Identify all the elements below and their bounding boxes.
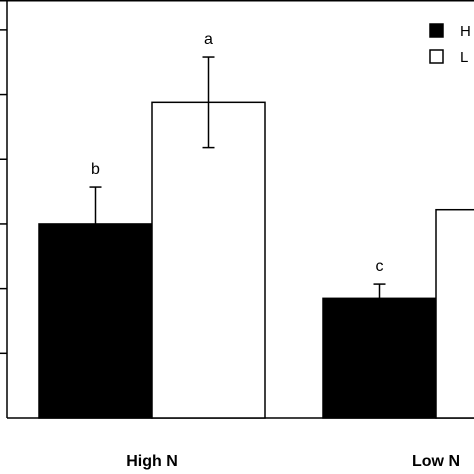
category-label: High N <box>126 453 178 470</box>
legend-label: L <box>460 49 468 66</box>
bar-l-low-n <box>435 208 474 419</box>
significance-label: b <box>91 161 100 178</box>
legend: HL <box>429 23 471 66</box>
legend-swatch <box>429 23 444 38</box>
significance-label: c <box>376 258 384 275</box>
category-label: Low N <box>412 453 460 470</box>
significance-label: a <box>204 31 213 48</box>
bar-l-high-n <box>151 101 266 419</box>
labels: b a High N c Low N <box>91 31 460 470</box>
bars <box>38 56 474 419</box>
legend-swatch <box>429 49 444 64</box>
bar-h-low-n <box>322 297 437 419</box>
legend-label: H <box>460 23 471 40</box>
